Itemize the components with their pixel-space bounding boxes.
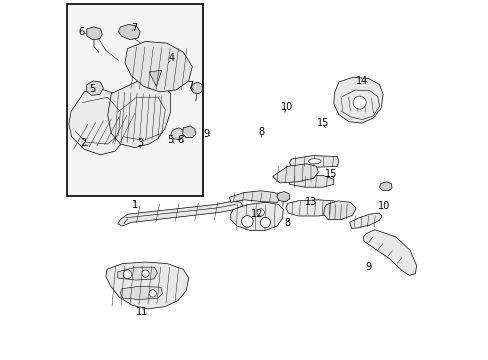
Polygon shape bbox=[149, 70, 162, 86]
Circle shape bbox=[142, 270, 149, 277]
Circle shape bbox=[241, 216, 253, 227]
Text: 2: 2 bbox=[80, 138, 86, 148]
Polygon shape bbox=[323, 201, 355, 220]
Circle shape bbox=[123, 270, 132, 279]
Polygon shape bbox=[333, 77, 382, 123]
Text: 5: 5 bbox=[89, 84, 96, 94]
Polygon shape bbox=[363, 230, 416, 275]
Text: 14: 14 bbox=[355, 76, 367, 86]
Polygon shape bbox=[120, 286, 162, 300]
Text: 9: 9 bbox=[365, 262, 371, 272]
Circle shape bbox=[260, 217, 270, 228]
Polygon shape bbox=[106, 262, 188, 309]
Polygon shape bbox=[125, 41, 192, 92]
Circle shape bbox=[352, 96, 366, 109]
Text: 15: 15 bbox=[316, 118, 328, 128]
Circle shape bbox=[149, 290, 156, 297]
Text: 10: 10 bbox=[280, 102, 292, 112]
Text: 12: 12 bbox=[250, 209, 263, 219]
Text: 5: 5 bbox=[167, 135, 173, 145]
Polygon shape bbox=[69, 88, 127, 155]
Text: 1: 1 bbox=[132, 200, 138, 210]
Polygon shape bbox=[170, 128, 183, 140]
Text: 8: 8 bbox=[284, 218, 289, 228]
Polygon shape bbox=[276, 192, 289, 202]
Ellipse shape bbox=[308, 159, 320, 164]
Polygon shape bbox=[272, 164, 318, 183]
Polygon shape bbox=[230, 202, 283, 230]
Text: 10: 10 bbox=[377, 201, 389, 211]
Text: 11: 11 bbox=[136, 307, 148, 318]
Polygon shape bbox=[87, 27, 102, 40]
Bar bbox=[67, 4, 203, 196]
Polygon shape bbox=[349, 213, 381, 229]
Polygon shape bbox=[107, 81, 170, 148]
Polygon shape bbox=[289, 176, 333, 187]
Circle shape bbox=[257, 209, 264, 216]
Polygon shape bbox=[191, 82, 203, 94]
Polygon shape bbox=[118, 267, 157, 280]
Text: 7: 7 bbox=[187, 81, 193, 91]
Text: 7: 7 bbox=[131, 23, 138, 33]
Polygon shape bbox=[182, 126, 196, 138]
Polygon shape bbox=[118, 24, 140, 40]
Text: 15: 15 bbox=[324, 168, 336, 179]
Text: 8: 8 bbox=[258, 127, 264, 138]
Polygon shape bbox=[289, 156, 338, 167]
Polygon shape bbox=[86, 81, 103, 95]
Polygon shape bbox=[118, 201, 242, 226]
Polygon shape bbox=[229, 191, 279, 202]
Polygon shape bbox=[285, 200, 337, 216]
Text: 3: 3 bbox=[137, 138, 143, 148]
Text: 4: 4 bbox=[168, 53, 175, 63]
Text: 13: 13 bbox=[305, 197, 317, 207]
Polygon shape bbox=[379, 182, 391, 191]
Text: 6: 6 bbox=[177, 135, 183, 145]
Text: 6: 6 bbox=[79, 27, 85, 37]
Text: 9: 9 bbox=[203, 129, 209, 139]
